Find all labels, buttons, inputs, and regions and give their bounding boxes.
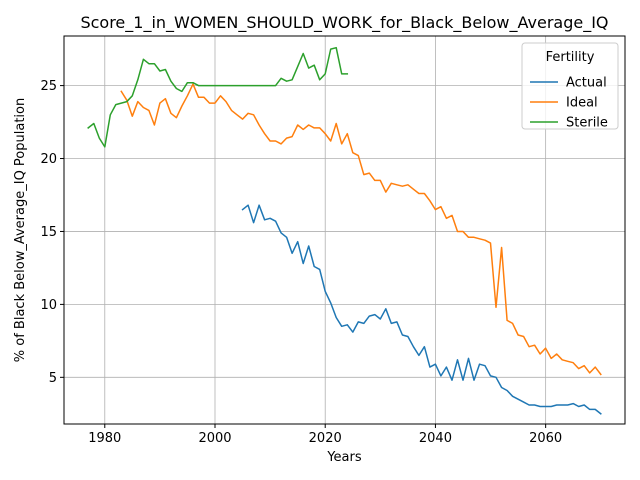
series-line-actual	[241, 204, 602, 415]
legend-label-sterile: Sterile	[566, 116, 608, 131]
series-line-ideal	[120, 83, 602, 376]
legend-box	[521, 42, 619, 130]
ticks: 1980 2000 2020 2040 2060 5 10 15 20 25	[40, 79, 562, 446]
legend-label-actual: Actual	[566, 76, 607, 91]
y-tick-label: 25	[40, 79, 57, 94]
y-tick-label: 5	[49, 371, 57, 386]
chart-title: Score_1_in_WOMEN_SHOULD_WORK_for_Black_B…	[80, 13, 608, 33]
y-tick-label: 15	[40, 225, 57, 240]
series-line-sterile	[87, 46, 349, 148]
x-tick-label: 1980	[88, 431, 121, 446]
legend-title: Fertility	[546, 50, 595, 65]
x-tick-label: 2060	[529, 431, 562, 446]
plot-frame	[63, 35, 626, 425]
legend: Fertility Actual Ideal Sterile	[521, 42, 619, 131]
x-tick-label: 2040	[419, 431, 452, 446]
y-tick-label: 20	[40, 152, 57, 167]
legend-label-ideal: Ideal	[566, 96, 598, 111]
y-tick-label: 10	[40, 298, 57, 313]
series-lines	[87, 46, 602, 415]
y-axis-label: % of Black Below_Average_IQ Population	[13, 98, 28, 362]
x-tick-label: 2000	[198, 431, 231, 446]
x-tick-label: 2020	[309, 431, 342, 446]
legend-items: Actual Ideal Sterile	[530, 76, 608, 131]
x-axis-label: Years	[326, 450, 362, 465]
